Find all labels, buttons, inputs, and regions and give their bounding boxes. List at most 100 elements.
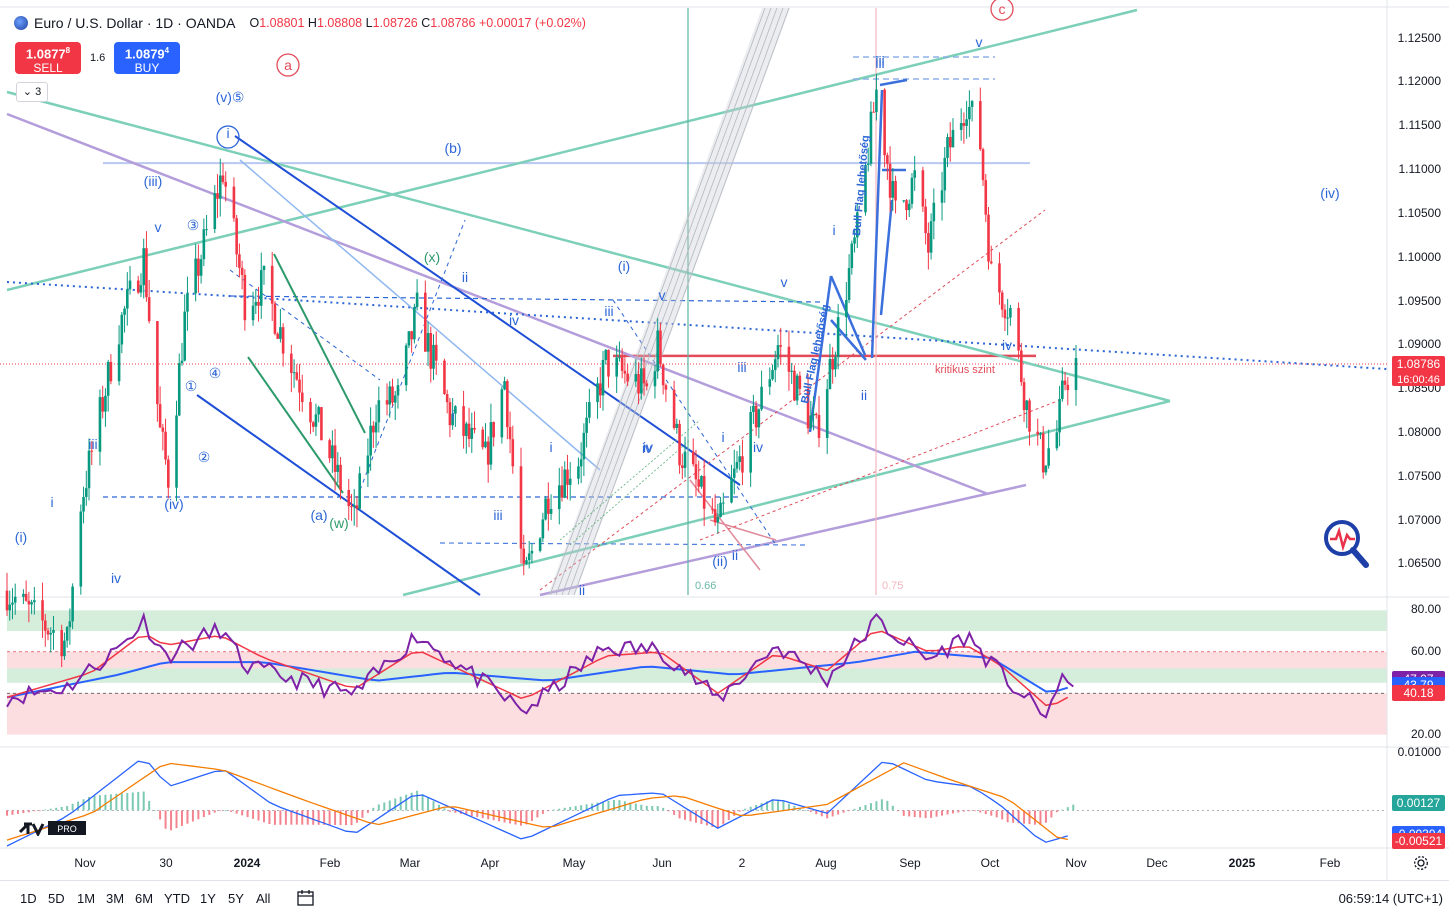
wave-label: ④ bbox=[209, 365, 222, 381]
candle-body bbox=[615, 357, 618, 377]
timeframe-button[interactable]: 1Y bbox=[200, 891, 216, 906]
candle-body bbox=[465, 423, 468, 436]
candle-body bbox=[377, 400, 381, 423]
open-value: 1.08801 bbox=[259, 16, 305, 30]
wave-label: iv bbox=[1002, 337, 1012, 353]
candle-body bbox=[508, 427, 512, 440]
macd-histogram-bar bbox=[153, 810, 156, 811]
macd-histogram-bar bbox=[831, 810, 834, 817]
candle-body bbox=[557, 485, 561, 510]
macd-histogram-bar bbox=[536, 810, 539, 818]
timeframe-button[interactable]: YTD bbox=[164, 891, 190, 906]
timeframe-button[interactable]: 3M bbox=[106, 891, 125, 906]
macd-histogram-bar bbox=[1044, 810, 1047, 823]
candle-body bbox=[1009, 307, 1012, 318]
wave-label-a: a bbox=[284, 57, 292, 73]
candle-body bbox=[462, 406, 465, 436]
candle-body bbox=[522, 548, 526, 564]
macd-histogram-bar bbox=[651, 805, 654, 811]
candle-body bbox=[429, 333, 433, 369]
settings-gear-icon[interactable] bbox=[1413, 855, 1429, 871]
wave-label: (b) bbox=[444, 140, 461, 156]
candle-body bbox=[503, 381, 506, 390]
macd-histogram-bar bbox=[755, 804, 758, 811]
candle-body bbox=[257, 301, 260, 306]
time-tick-label: Feb bbox=[319, 856, 341, 870]
candle-body bbox=[238, 254, 241, 268]
candle-body bbox=[410, 331, 413, 340]
timeframe-button[interactable]: 1D bbox=[20, 891, 37, 906]
sell-button[interactable]: 1.08778 SELL bbox=[15, 42, 81, 75]
candle-body bbox=[757, 409, 761, 428]
candle-body bbox=[295, 372, 299, 380]
candle-body bbox=[5, 590, 9, 611]
candle-body bbox=[894, 180, 897, 201]
candle-body bbox=[27, 600, 31, 605]
macd-histogram-bar bbox=[88, 796, 91, 811]
price-tick-label: 1.07000 bbox=[1397, 512, 1441, 527]
timeframe-button[interactable]: 6M bbox=[135, 891, 154, 906]
timeframe-button[interactable]: 5D bbox=[48, 891, 65, 906]
candle-body bbox=[473, 427, 476, 430]
macd-histogram-bar bbox=[1023, 810, 1026, 824]
candle-body bbox=[987, 214, 990, 262]
candle-body bbox=[623, 370, 627, 374]
wave-label: i bbox=[549, 439, 552, 455]
time-tick-label: Apr bbox=[480, 856, 500, 870]
candle-body bbox=[566, 469, 569, 485]
change-value: +0.00017 (+0.02%) bbox=[478, 16, 586, 30]
candle-body bbox=[768, 379, 772, 387]
wave-label: (iv) bbox=[1320, 185, 1339, 201]
macd-histogram-bar bbox=[859, 806, 862, 811]
candle-body bbox=[946, 137, 949, 158]
rsi-slow-ma-line bbox=[6, 650, 1069, 699]
candle-body bbox=[601, 360, 605, 396]
wave-label: (i) bbox=[618, 258, 630, 274]
candle-body bbox=[700, 475, 703, 487]
candle-body bbox=[713, 509, 717, 523]
macd-histogram-bar bbox=[744, 808, 747, 811]
candle-body bbox=[393, 395, 397, 403]
macd-histogram-bar bbox=[246, 810, 249, 818]
timeframe-button[interactable]: All bbox=[256, 891, 271, 906]
macd-histogram-bar bbox=[202, 810, 205, 818]
indicators-collapse-button[interactable]: ⌄ 3 bbox=[16, 82, 48, 102]
candle-body bbox=[366, 455, 370, 474]
clock-timezone[interactable]: 06:59:14 (UTC+1) bbox=[1338, 891, 1443, 906]
macd-histogram-bar bbox=[175, 810, 178, 829]
wave-label: (i) bbox=[15, 529, 27, 545]
candle-body bbox=[13, 596, 17, 603]
candle-body bbox=[1058, 398, 1061, 433]
live-activity-icon[interactable] bbox=[1322, 518, 1370, 570]
candle-body bbox=[962, 123, 966, 126]
time-tick-label: 2 bbox=[738, 856, 746, 870]
macd-histogram-bar bbox=[49, 808, 52, 811]
macd-histogram-bar bbox=[902, 810, 905, 816]
macd-histogram-bar bbox=[33, 810, 36, 812]
macd-histogram-bar bbox=[1028, 810, 1031, 825]
wave-label: ii bbox=[462, 269, 468, 285]
rsi-line bbox=[6, 611, 1074, 719]
candle-body bbox=[913, 170, 916, 178]
candle-body bbox=[145, 248, 148, 298]
macd-histogram-bar bbox=[219, 810, 222, 812]
macd-histogram-bar bbox=[1072, 804, 1075, 811]
blue-channel-upper bbox=[234, 135, 741, 486]
macd-histogram-bar bbox=[875, 801, 878, 811]
buy-button[interactable]: 1.08794 BUY bbox=[114, 42, 180, 75]
bull-flag-2-line bbox=[879, 199, 894, 316]
symbol-title[interactable]: Euro / U.S. Dollar · 1D · OANDA bbox=[34, 15, 236, 31]
candle-body bbox=[41, 600, 44, 621]
timeframe-button[interactable]: 1M bbox=[77, 891, 96, 906]
candle-body bbox=[806, 388, 810, 429]
candle-body bbox=[30, 602, 33, 605]
date-range-calendar-icon[interactable] bbox=[296, 889, 316, 907]
candle-body bbox=[1036, 431, 1040, 435]
candle-body bbox=[850, 243, 854, 269]
macd-histogram-bar bbox=[891, 805, 894, 811]
timeframe-button[interactable]: 5Y bbox=[228, 891, 244, 906]
candle-body bbox=[779, 345, 783, 347]
candle-body bbox=[538, 538, 542, 551]
wave-label-c: c bbox=[999, 1, 1006, 17]
